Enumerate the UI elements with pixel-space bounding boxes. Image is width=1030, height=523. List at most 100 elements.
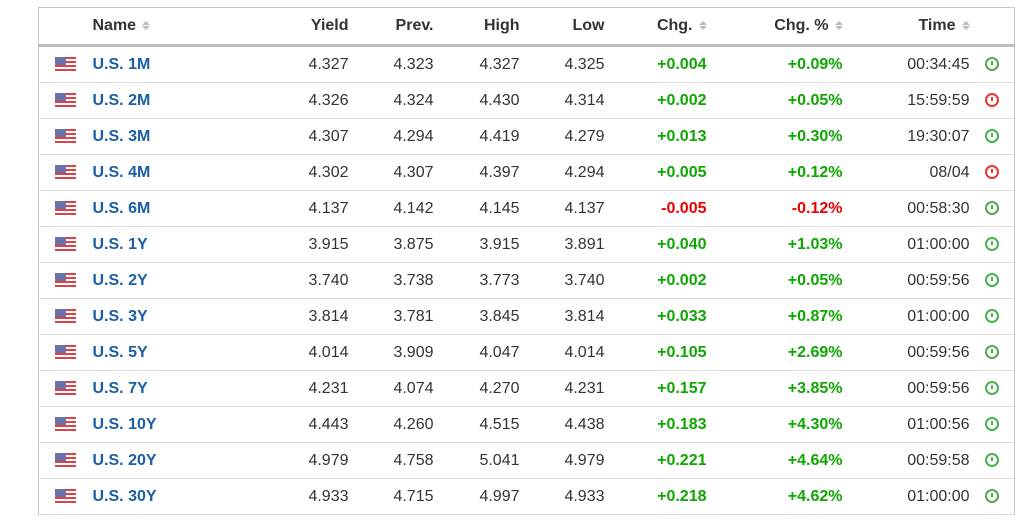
chg-cell: +0.218 [604,478,707,515]
time-cell: 00:34:45 [842,45,970,83]
table-row: U.S. 3Y 3.814 3.781 3.845 3.814 +0.033 +… [38,298,1015,335]
low-cell: 3.740 [519,262,605,299]
clock-icon [984,129,999,144]
time-cell: 08/04 [842,154,970,191]
time-cell: 00:59:56 [842,370,970,407]
clock-icon [984,237,999,252]
instrument-link[interactable]: U.S. 2M [92,91,151,109]
yield-cell: 4.302 [222,154,349,191]
yield-cell: 4.307 [222,118,349,155]
us-flag-icon [55,417,76,432]
chg-cell: +0.183 [604,406,707,443]
table-row: U.S. 2Y 3.740 3.738 3.773 3.740 +0.002 +… [38,262,1015,299]
time-cell: 01:00:00 [842,226,970,263]
instrument-link[interactable]: U.S. 20Y [92,451,157,469]
prev-cell: 4.074 [348,370,434,407]
yield-cell: 3.814 [222,298,349,335]
instrument-link[interactable]: U.S. 30Y [92,487,157,505]
time-cell: 00:58:30 [842,190,970,227]
clock-icon [984,489,999,504]
high-cell: 3.773 [433,262,520,299]
time-cell: 00:59:56 [842,334,970,371]
us-flag-icon [55,309,76,324]
header-chg[interactable]: Chg. [604,7,707,47]
chg-pct-cell: +0.05% [706,262,843,299]
us-flag-icon [55,201,76,216]
low-cell: 3.814 [519,298,605,335]
prev-cell: 4.294 [348,118,434,155]
us-flag-icon [55,453,76,468]
high-cell: 4.515 [433,406,520,443]
instrument-link[interactable]: U.S. 2Y [92,271,148,289]
clock-icon [984,201,999,216]
chg-cell: +0.221 [604,442,707,479]
us-flag-icon [55,57,76,72]
us-flag-icon [55,489,76,504]
instrument-link[interactable]: U.S. 7Y [92,379,148,397]
clock-icon [984,417,999,432]
yield-cell: 4.014 [222,334,349,371]
sort-icon[interactable] [698,20,707,31]
header-name[interactable]: Name [92,7,223,47]
chg-pct-cell: +1.03% [706,226,843,263]
high-cell: 4.997 [433,478,520,515]
chg-cell: +0.040 [604,226,707,263]
prev-cell: 4.324 [348,82,434,119]
instrument-link[interactable]: U.S. 1M [92,55,151,73]
instrument-link[interactable]: U.S. 3Y [92,307,148,325]
clock-icon [984,93,999,108]
sort-icon[interactable] [142,20,151,31]
time-cell: 01:00:00 [842,298,970,335]
table-row: U.S. 7Y 4.231 4.074 4.270 4.231 +0.157 +… [38,370,1015,407]
header-yield: Yield [222,7,349,47]
instrument-link[interactable]: U.S. 1Y [92,235,148,253]
chg-cell: +0.033 [604,298,707,335]
header-time[interactable]: Time [842,7,970,47]
instrument-link[interactable]: U.S. 6M [92,199,151,217]
chg-cell: +0.002 [604,262,707,299]
header-high: High [433,7,520,47]
high-cell: 3.845 [433,298,520,335]
instrument-link[interactable]: U.S. 3M [92,127,151,145]
table-row: U.S. 3M 4.307 4.294 4.419 4.279 +0.013 +… [38,118,1015,155]
yield-cell: 4.327 [222,45,349,83]
yield-cell: 4.137 [222,190,349,227]
instrument-link[interactable]: U.S. 4M [92,163,151,181]
prev-cell: 4.758 [348,442,434,479]
prev-cell: 4.260 [348,406,434,443]
chg-pct-cell: +0.05% [706,82,843,119]
chg-pct-cell: +4.64% [706,442,843,479]
prev-cell: 3.738 [348,262,434,299]
table-row: U.S. 1Y 3.915 3.875 3.915 3.891 +0.040 +… [38,226,1015,263]
time-cell: 00:59:58 [842,442,970,479]
time-cell: 15:59:59 [842,82,970,119]
low-cell: 4.014 [519,334,605,371]
prev-cell: 4.323 [348,45,434,83]
prev-cell: 3.781 [348,298,434,335]
time-cell: 19:30:07 [842,118,970,155]
low-cell: 4.231 [519,370,605,407]
yield-cell: 4.231 [222,370,349,407]
low-cell: 4.314 [519,82,605,119]
clock-icon [984,453,999,468]
us-flag-icon [55,165,76,180]
yield-cell: 3.740 [222,262,349,299]
clock-icon [984,165,999,180]
time-cell: 00:59:56 [842,262,970,299]
time-cell: 01:00:56 [842,406,970,443]
low-cell: 4.933 [519,478,605,515]
header-chg-pct[interactable]: Chg. % [706,7,843,47]
header-prev: Prev. [348,7,434,47]
low-cell: 4.979 [519,442,605,479]
chg-pct-cell: +0.12% [706,154,843,191]
instrument-link[interactable]: U.S. 10Y [92,415,157,433]
low-cell: 4.438 [519,406,605,443]
low-cell: 4.294 [519,154,605,191]
sort-icon[interactable] [961,20,970,31]
sort-icon[interactable] [834,20,843,31]
table-row: U.S. 2M 4.326 4.324 4.430 4.314 +0.002 +… [38,82,1015,119]
instrument-link[interactable]: U.S. 5Y [92,343,148,361]
high-cell: 4.419 [433,118,520,155]
high-cell: 4.270 [433,370,520,407]
table-row: U.S. 1M 4.327 4.323 4.327 4.325 +0.004 +… [38,45,1015,83]
